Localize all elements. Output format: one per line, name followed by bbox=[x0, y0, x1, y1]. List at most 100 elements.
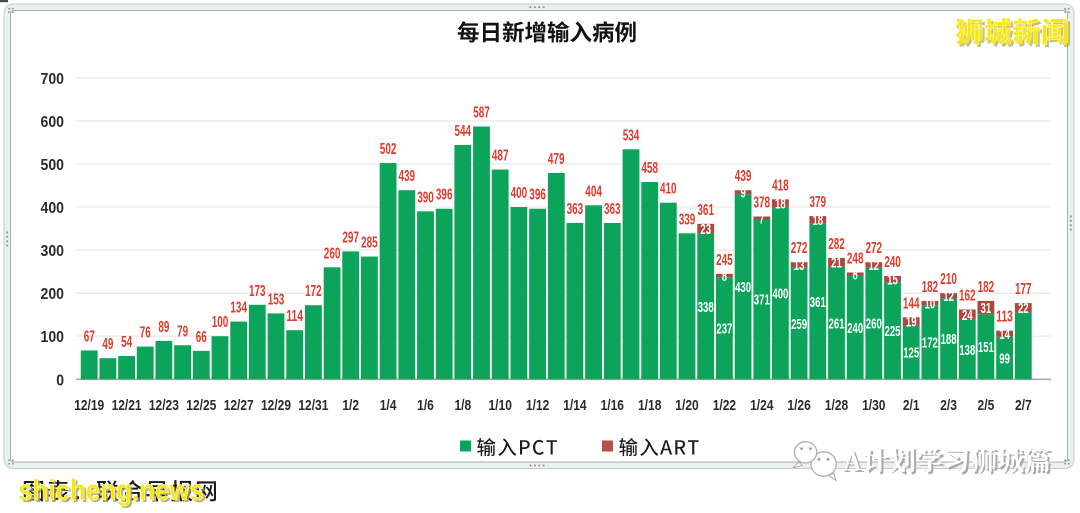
svg-text:125: 125 bbox=[903, 345, 919, 362]
svg-text:12/25: 12/25 bbox=[186, 397, 216, 414]
svg-text:177: 177 bbox=[1015, 281, 1032, 298]
svg-text:182: 182 bbox=[922, 279, 939, 296]
svg-text:1/12: 1/12 bbox=[526, 397, 549, 414]
svg-text:12/31: 12/31 bbox=[298, 397, 328, 414]
svg-text:8: 8 bbox=[853, 267, 858, 284]
svg-text:66: 66 bbox=[196, 329, 207, 346]
svg-text:361: 361 bbox=[810, 294, 826, 311]
svg-text:15: 15 bbox=[887, 272, 898, 289]
svg-text:1/6: 1/6 bbox=[417, 397, 434, 414]
svg-text:240: 240 bbox=[884, 254, 901, 271]
svg-text:285: 285 bbox=[361, 235, 378, 252]
svg-text:12/27: 12/27 bbox=[224, 397, 254, 414]
svg-text:600: 600 bbox=[41, 114, 65, 131]
svg-text:0: 0 bbox=[56, 372, 64, 389]
svg-text:49: 49 bbox=[102, 336, 113, 353]
svg-text:410: 410 bbox=[660, 181, 677, 198]
svg-text:544: 544 bbox=[455, 123, 472, 140]
svg-text:1/26: 1/26 bbox=[787, 397, 810, 414]
svg-text:400: 400 bbox=[41, 200, 65, 217]
svg-text:404: 404 bbox=[585, 183, 602, 200]
svg-text:shicheng.news: shicheng.news bbox=[18, 474, 204, 507]
svg-text:23: 23 bbox=[700, 221, 711, 238]
svg-text:361: 361 bbox=[697, 202, 714, 219]
svg-text:282: 282 bbox=[828, 236, 845, 253]
svg-text:338: 338 bbox=[698, 299, 714, 316]
svg-text:400: 400 bbox=[511, 185, 528, 202]
svg-text:259: 259 bbox=[791, 316, 807, 333]
svg-text:12: 12 bbox=[943, 288, 954, 305]
svg-text:24: 24 bbox=[962, 307, 973, 324]
svg-text:144: 144 bbox=[903, 295, 920, 312]
svg-text:1/18: 1/18 bbox=[638, 397, 661, 414]
svg-text:534: 534 bbox=[623, 127, 640, 144]
svg-text:1/10: 1/10 bbox=[489, 397, 512, 414]
svg-text:114: 114 bbox=[286, 308, 303, 325]
svg-text:54: 54 bbox=[121, 334, 132, 351]
svg-text:12/21: 12/21 bbox=[112, 397, 142, 414]
svg-text:138: 138 bbox=[959, 342, 975, 359]
svg-text:188: 188 bbox=[941, 331, 957, 348]
svg-text:225: 225 bbox=[885, 323, 901, 340]
svg-text:76: 76 bbox=[140, 325, 151, 342]
svg-text:502: 502 bbox=[380, 141, 397, 158]
svg-text:12/23: 12/23 bbox=[149, 397, 179, 414]
svg-text:339: 339 bbox=[679, 211, 696, 228]
svg-text:8: 8 bbox=[722, 268, 727, 285]
svg-text:363: 363 bbox=[567, 201, 584, 218]
svg-text:396: 396 bbox=[529, 187, 546, 204]
svg-text:1/2: 1/2 bbox=[342, 397, 359, 414]
svg-text:700: 700 bbox=[41, 71, 65, 88]
svg-text:21: 21 bbox=[831, 255, 842, 272]
svg-text:10: 10 bbox=[925, 295, 936, 312]
svg-text:479: 479 bbox=[548, 151, 565, 168]
svg-text:12/29: 12/29 bbox=[261, 397, 291, 414]
svg-text:260: 260 bbox=[866, 316, 882, 333]
svg-text:1/8: 1/8 bbox=[454, 397, 471, 414]
svg-text:172: 172 bbox=[305, 283, 322, 300]
svg-text:260: 260 bbox=[324, 245, 341, 262]
svg-text:300: 300 bbox=[41, 243, 65, 260]
svg-text:14: 14 bbox=[999, 326, 1010, 343]
svg-text:439: 439 bbox=[735, 168, 752, 185]
svg-text:9: 9 bbox=[740, 185, 745, 202]
svg-text:2/7: 2/7 bbox=[1015, 397, 1032, 414]
svg-text:182: 182 bbox=[978, 279, 995, 296]
svg-text:1/28: 1/28 bbox=[825, 397, 848, 414]
svg-text:1/4: 1/4 bbox=[380, 397, 397, 414]
svg-text:99: 99 bbox=[999, 350, 1010, 367]
svg-text:363: 363 bbox=[604, 201, 621, 218]
svg-text:173: 173 bbox=[249, 283, 266, 300]
svg-text:2/1: 2/1 bbox=[903, 397, 920, 414]
svg-text:100: 100 bbox=[212, 314, 229, 331]
svg-text:261: 261 bbox=[829, 315, 845, 332]
svg-text:18: 18 bbox=[775, 195, 786, 212]
svg-text:240: 240 bbox=[847, 320, 863, 337]
svg-text:1/24: 1/24 bbox=[750, 397, 774, 414]
svg-text:390: 390 bbox=[417, 189, 434, 206]
svg-text:430: 430 bbox=[735, 279, 751, 296]
svg-text:31: 31 bbox=[981, 300, 992, 317]
svg-text:272: 272 bbox=[791, 240, 808, 257]
svg-text:2/3: 2/3 bbox=[940, 397, 957, 414]
svg-text:371: 371 bbox=[754, 292, 770, 309]
svg-text:19: 19 bbox=[906, 314, 917, 331]
svg-text:172: 172 bbox=[922, 335, 938, 352]
svg-text:100: 100 bbox=[41, 329, 65, 346]
svg-text:153: 153 bbox=[268, 291, 285, 308]
svg-text:379: 379 bbox=[810, 194, 827, 211]
svg-text:13: 13 bbox=[794, 257, 805, 274]
svg-text:439: 439 bbox=[399, 168, 416, 185]
svg-text:79: 79 bbox=[177, 323, 188, 340]
svg-text:418: 418 bbox=[772, 177, 789, 194]
svg-text:113: 113 bbox=[996, 309, 1013, 326]
svg-text:248: 248 bbox=[847, 251, 864, 268]
svg-text:162: 162 bbox=[959, 288, 976, 305]
svg-text:200: 200 bbox=[41, 286, 65, 303]
svg-text:587: 587 bbox=[473, 105, 490, 122]
svg-text:487: 487 bbox=[492, 148, 509, 165]
svg-text:18: 18 bbox=[812, 212, 823, 229]
svg-text:500: 500 bbox=[41, 157, 65, 174]
svg-text:1/16: 1/16 bbox=[601, 397, 624, 414]
svg-text:297: 297 bbox=[342, 229, 359, 246]
